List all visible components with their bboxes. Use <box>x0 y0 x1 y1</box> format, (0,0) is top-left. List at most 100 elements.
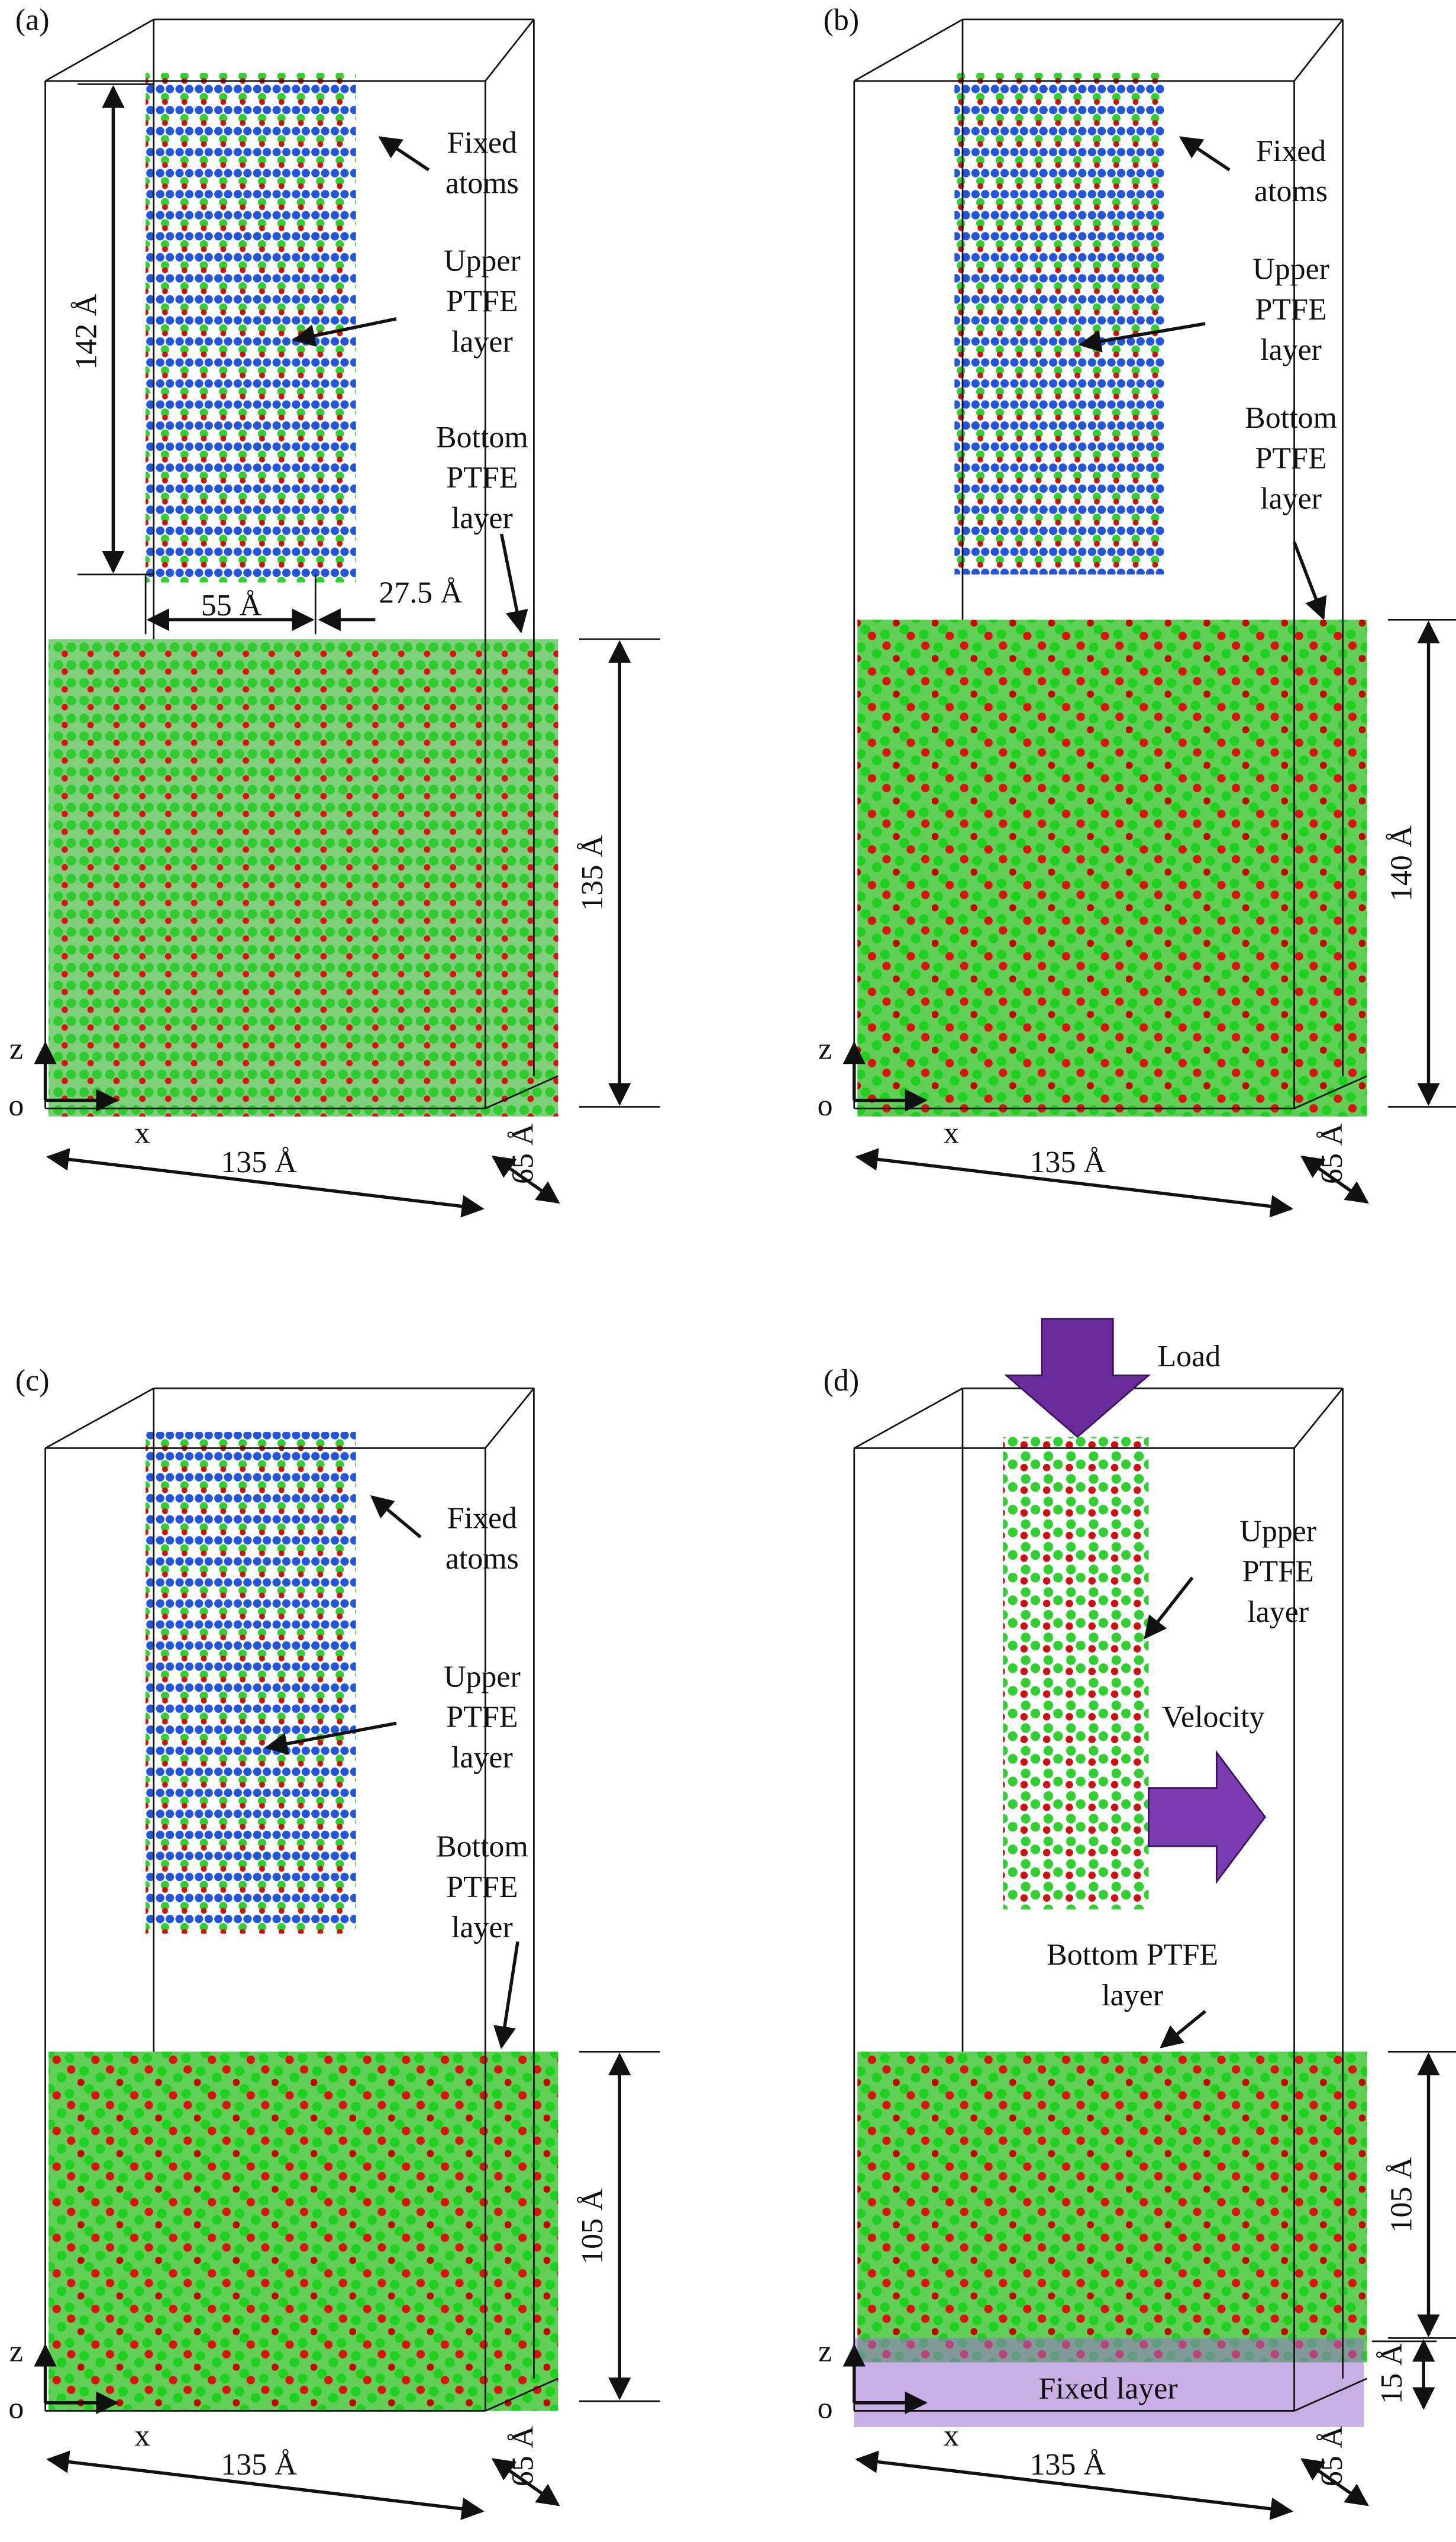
label: (d) <box>824 1364 860 1398</box>
dimension-line <box>46 2450 485 2520</box>
dimension-line <box>370 1495 422 1538</box>
label: 135 Å <box>1030 2448 1106 2482</box>
label: Fixed <box>447 1501 517 1535</box>
label: z <box>818 2335 832 2369</box>
bottom-layer <box>857 620 1367 1117</box>
shapes <box>34 18 1456 2520</box>
label: Bottom <box>436 1830 528 1863</box>
fixed-layer <box>854 2338 1364 2427</box>
dimension-line <box>1179 136 1231 172</box>
dimension-line <box>1160 2009 1206 2049</box>
label: layer <box>1247 1595 1309 1629</box>
edge <box>485 1388 535 1449</box>
label: o <box>8 1089 24 1122</box>
label: atoms <box>445 1542 519 1576</box>
dimension-line <box>1144 1576 1194 1640</box>
label: 135 Å <box>221 2448 297 2482</box>
edge <box>485 2378 558 2412</box>
label: o <box>818 2391 833 2425</box>
label: 142 Å <box>69 293 103 370</box>
label: 55 Å <box>201 589 262 622</box>
edge <box>44 1388 154 1449</box>
label: atoms <box>1254 175 1328 208</box>
dimension-line <box>493 1941 519 2049</box>
label: o <box>8 2391 24 2425</box>
edge <box>1293 19 1344 82</box>
upper-layer <box>146 73 356 583</box>
dimension-line <box>491 2458 560 2506</box>
label: Upper <box>444 1660 521 1693</box>
label: Upper <box>1239 1514 1316 1548</box>
label: 65 Å <box>1315 1123 1349 1184</box>
label: 65 Å <box>506 2425 540 2486</box>
label: Bottom <box>1245 401 1337 435</box>
velocity-arrow <box>1148 1750 1267 1885</box>
label: Fixed <box>1256 134 1326 168</box>
label: 135 Å <box>576 835 609 911</box>
dimension-line <box>46 1148 485 1218</box>
label: 140 Å <box>1384 825 1418 901</box>
label: Fixed layer <box>1039 2372 1178 2406</box>
label: PTFE <box>1255 441 1326 475</box>
label: layer <box>1102 1979 1163 2012</box>
label: (b) <box>824 3 860 37</box>
label: 65 Å <box>506 1123 540 1184</box>
label: layer <box>451 1741 513 1775</box>
label: Upper <box>444 244 521 278</box>
label: Load <box>1157 1340 1221 1373</box>
dimension-line <box>499 533 528 634</box>
label: (a) <box>15 3 50 37</box>
label: (c) <box>15 1364 50 1398</box>
label: Fixed <box>447 126 517 160</box>
upper-layer <box>1003 1437 1149 1909</box>
dimension-line <box>1300 1155 1369 1204</box>
dimension-line <box>378 136 430 172</box>
label: PTFE <box>446 285 518 318</box>
dimension-line <box>264 1721 397 1755</box>
edge <box>854 1388 963 1449</box>
label: 65 Å <box>1315 2425 1349 2486</box>
label: Bottom <box>436 421 528 454</box>
edge <box>485 19 535 82</box>
label: z <box>9 2335 23 2369</box>
edge <box>44 18 154 82</box>
label: layer <box>451 1911 513 1944</box>
label: z <box>9 1032 23 1066</box>
label: PTFE <box>1242 1555 1314 1589</box>
label: layer <box>451 502 513 536</box>
label: 27.5 Å <box>379 576 463 609</box>
label: x <box>944 2419 959 2453</box>
label: 105 Å <box>576 2188 609 2264</box>
label: Upper <box>1252 252 1329 286</box>
dimension-line <box>491 1155 560 1204</box>
label: Bottom PTFE <box>1047 1938 1218 1972</box>
edge <box>1294 1075 1368 1109</box>
label: z <box>818 1032 832 1066</box>
label: 15 Å <box>1375 2343 1409 2404</box>
load-arrow <box>1004 1318 1151 1438</box>
label: o <box>818 1089 833 1122</box>
bottom-layer <box>49 2051 558 2411</box>
upper-layer <box>146 1432 356 1934</box>
label: PTFE <box>446 1870 518 1904</box>
label: Velocity <box>1162 1701 1264 1734</box>
label: layer <box>1260 333 1322 367</box>
label: 135 Å <box>1030 1146 1106 1179</box>
label: layer <box>1260 482 1322 516</box>
upper-layer <box>954 73 1165 575</box>
label: 135 Å <box>221 1146 297 1179</box>
dimension-line <box>855 1148 1293 1218</box>
edge <box>1293 1388 1344 1449</box>
dimension-line <box>292 317 397 347</box>
label: layer <box>451 325 513 359</box>
label: atoms <box>445 166 519 200</box>
label: PTFE <box>1255 293 1326 327</box>
edge <box>1294 2378 1368 2412</box>
dimension-line <box>1078 322 1206 353</box>
label: PTFE <box>446 1701 518 1734</box>
label: x <box>135 2419 150 2453</box>
dimension-line <box>1293 541 1327 621</box>
label: x <box>135 1117 150 1150</box>
